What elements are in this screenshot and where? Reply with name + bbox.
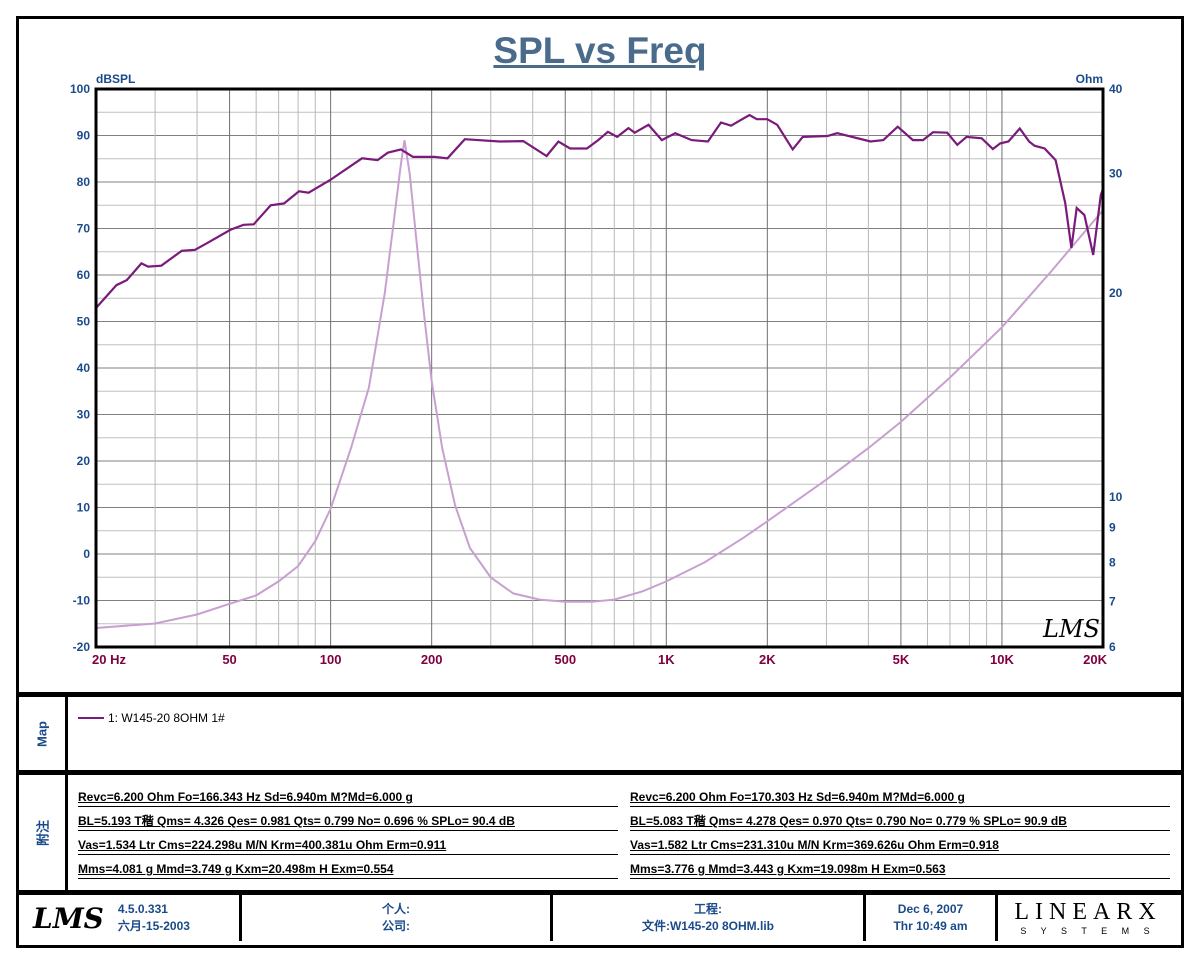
y-tick-label: 90	[77, 129, 91, 143]
y2-tick-label: 7	[1109, 595, 1116, 609]
driver-param-line: BL=5.193 T稭 Qms= 4.326 Qes= 0.981 Qts= 0…	[78, 814, 618, 831]
y-tick-label: 70	[77, 222, 91, 236]
brand-name: LINEARX	[1014, 899, 1162, 925]
lms-watermark: LMS	[1042, 615, 1100, 643]
driver-param-line: Revc=6.200 Ohm Fo=166.343 Hz Sd=6.940m M…	[78, 790, 618, 807]
legend-entry[interactable]: 1: W145-20 8OHM 1#	[78, 711, 225, 725]
x-tick-label: 50	[222, 652, 236, 667]
y-tick-label: 30	[77, 408, 91, 422]
file-label: 文件:W145-20 8OHM.lib	[641, 919, 775, 933]
tick-labels: 1009080706050403020100-10-20403020109876…	[70, 82, 1123, 667]
personal-label: 个人:	[382, 902, 410, 916]
y-tick-label: 10	[77, 501, 91, 515]
x-tick-label: 2K	[759, 652, 776, 667]
spl-chart: 1009080706050403020100-10-20403020109876…	[70, 72, 1123, 667]
y-tick-label: 50	[77, 315, 91, 329]
lms-logo: LMS	[33, 901, 104, 935]
series	[95, 113, 1105, 629]
divider	[16, 890, 1184, 895]
x-tick-label: 10K	[990, 652, 1014, 667]
spl-series-line	[95, 113, 1105, 309]
y-axis-label: dBSPL	[96, 72, 135, 86]
y-tick-label: 60	[77, 268, 91, 282]
x-tick-label: 200	[421, 652, 443, 667]
y-tick-label: 80	[77, 175, 91, 189]
footer-project-cell: 工程: 文件:W145-20 8OHM.lib	[553, 895, 866, 941]
date: Dec 6, 2007	[897, 902, 964, 916]
brand-sub: S Y S T E M S	[1020, 926, 1156, 936]
y2-tick-label: 8	[1109, 555, 1116, 569]
company-label: 公司:	[382, 919, 410, 933]
footer-version-cell: LMS 4.5.0.331 六月-15-2003	[19, 895, 242, 941]
x-tick-label: 500	[554, 652, 576, 667]
plot-border	[94, 87, 1105, 649]
version: 4.5.0.331	[117, 902, 168, 916]
linearx-logo: LINEARX S Y S T E M S	[998, 895, 1178, 941]
y2-tick-label: 10	[1109, 490, 1123, 504]
y2-tick-label: 40	[1109, 82, 1123, 96]
driver-param-line: Vas=1.534 Ltr Cms=224.298u M/N Krm=400.3…	[78, 838, 618, 855]
y-tick-label: -10	[73, 594, 91, 608]
driver-param-line: Mms=4.081 g Mmd=3.749 g Kxm=20.498m H Ex…	[78, 862, 618, 879]
driver-param-line: BL=5.083 T稭 Qms= 4.278 Qes= 0.970 Qts= 0…	[630, 814, 1170, 831]
notes-panel-label: 附注	[19, 775, 68, 890]
y2-tick-label: 6	[1109, 640, 1116, 654]
page-frame	[16, 16, 1184, 948]
y-tick-label: 20	[77, 454, 91, 468]
divider	[16, 770, 1184, 775]
legend-swatch	[78, 717, 104, 719]
y-tick-label: 0	[83, 547, 90, 561]
y-tick-label: 40	[77, 361, 91, 375]
y2-tick-label: 30	[1109, 167, 1123, 181]
notes-label: 附注	[35, 819, 51, 846]
legend-label: 1: W145-20 8OHM 1#	[108, 711, 225, 725]
impedance-series-line	[95, 140, 1104, 629]
x-tick-label: 100	[320, 652, 342, 667]
project-label: 工程:	[694, 902, 722, 916]
y2-axis-label: Ohm	[1076, 72, 1103, 86]
x-tick-label: 1K	[658, 652, 675, 667]
footer-date-cell: Dec 6, 2007 Thr 10:49 am	[866, 895, 998, 941]
driver-param-line: Vas=1.582 Ltr Cms=231.310u M/N Krm=369.6…	[630, 838, 1170, 855]
driver-param-line: Mms=3.776 g Mmd=3.443 g Kxm=19.098m H Ex…	[630, 862, 1170, 879]
y-tick-label: 100	[70, 82, 90, 96]
x-tick-label: 20K	[1083, 652, 1107, 667]
map-label: Map	[34, 720, 50, 747]
x-tick-label: 5K	[893, 652, 910, 667]
y2-tick-label: 9	[1109, 521, 1116, 535]
time: Thr 10:49 am	[893, 919, 968, 933]
grid	[95, 88, 1104, 648]
chart-title: SPL vs Freq	[493, 30, 707, 71]
map-panel-label: Map	[19, 697, 68, 770]
x-tick-label: 20 Hz	[92, 652, 126, 667]
divider	[16, 692, 1184, 697]
y2-tick-label: 20	[1109, 286, 1123, 300]
footer-personal-cell: 个人: 公司:	[242, 895, 553, 941]
driver-param-line: Revc=6.200 Ohm Fo=170.303 Hz Sd=6.940m M…	[630, 790, 1170, 807]
build-date: 六月-15-2003	[117, 919, 190, 933]
y-tick-label: -20	[73, 640, 91, 654]
